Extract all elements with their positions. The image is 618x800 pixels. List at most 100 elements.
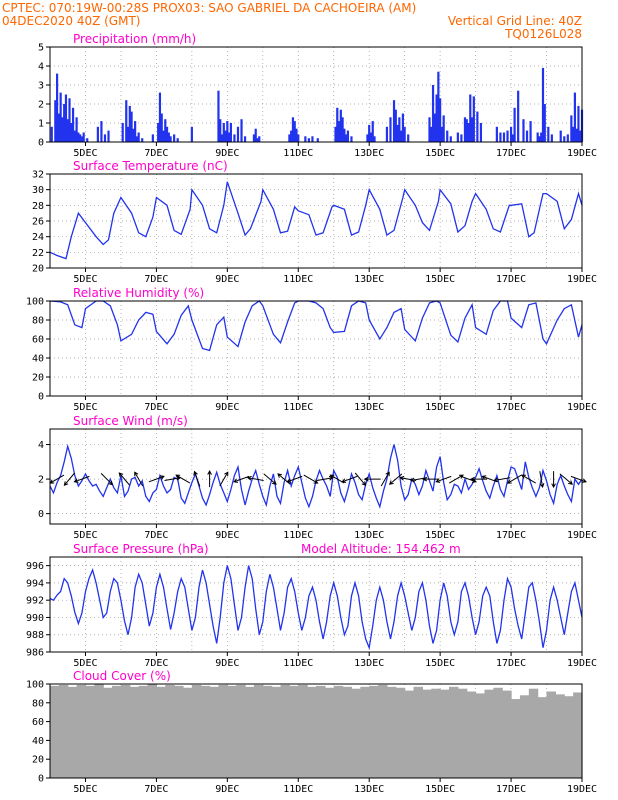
precipitation-bar	[135, 136, 138, 142]
precipitation-bar	[389, 117, 392, 142]
cloud-cover-ytick-label: 100	[26, 680, 44, 691]
cloud-cover-bar	[440, 689, 450, 778]
precipitation-bar	[446, 130, 449, 142]
wind-arrow	[380, 471, 390, 487]
cloud-cover-xtick-label: 17DEC	[496, 784, 526, 795]
cloud-cover-bar	[493, 687, 503, 778]
precipitation-bar	[476, 111, 479, 142]
precipitation-bar	[470, 117, 474, 142]
cloud-cover-bar	[138, 685, 149, 778]
cloud-cover-bar	[147, 684, 157, 778]
wind-xtick-label: 19DEC	[567, 530, 597, 541]
precipitation-bar	[540, 132, 543, 142]
cloud-cover-xtick-label: 7DEC	[144, 784, 168, 795]
precipitation-ytick-label: 3	[38, 81, 44, 92]
precipitation-bar	[86, 138, 89, 142]
temperature-ytick-label: 28	[32, 201, 44, 212]
precipitation-bar	[229, 123, 232, 142]
precipitation-bar	[403, 126, 406, 142]
precipitation-bar	[316, 138, 319, 142]
precipitation-bar	[254, 128, 257, 142]
precipitation-bar	[559, 130, 562, 142]
temperature-title: Surface Temperature (nC)	[73, 159, 228, 173]
precipitation-bar	[134, 121, 137, 142]
precipitation-bar	[369, 132, 373, 142]
wind-line	[49, 443, 583, 509]
precipitation-ytick-label: 1	[38, 119, 44, 130]
wind-ytick-label: 4	[38, 440, 44, 451]
precipitation-bar	[572, 126, 575, 142]
header-code: TQ0126L028	[504, 27, 582, 41]
precipitation-ytick-label: 0	[38, 138, 44, 149]
cloud-cover-bar	[466, 691, 477, 778]
header-grid-note: Vertical Grid Line: 40Z	[448, 14, 582, 28]
wind-arrow	[134, 471, 144, 487]
precipitation-xtick-label: 19DEC	[567, 148, 597, 159]
precipitation-bar	[80, 136, 84, 142]
pressure-xtick-label: 19DEC	[567, 658, 597, 669]
precipitation-bar	[573, 92, 577, 142]
wind-arrow	[73, 475, 90, 483]
precipitation-bar	[373, 136, 376, 142]
cloud-cover-bar	[324, 687, 335, 778]
precipitation-bar	[158, 92, 162, 142]
precipitation-bar	[467, 123, 470, 142]
precipitation-bar	[547, 126, 550, 142]
precipitation-bar	[563, 136, 566, 142]
cloud-cover-bar	[360, 686, 370, 778]
cloud-cover-bar	[413, 686, 423, 778]
cloud-cover-bar	[209, 686, 220, 778]
temperature-ytick-label: 30	[32, 185, 44, 196]
wind-arrow	[559, 473, 574, 485]
wind-arrow	[118, 472, 130, 486]
wind-arrow	[286, 475, 303, 483]
wind-arrow	[448, 474, 464, 484]
precipitation-bar	[337, 121, 341, 142]
precipitation-bar	[50, 126, 53, 142]
humidity-title: Relative Humidity (%)	[73, 286, 204, 300]
precipitation-bar	[176, 138, 179, 142]
precipitation-bar	[437, 71, 440, 142]
precipitation-bar	[75, 117, 78, 142]
cloud-cover-bar	[449, 686, 459, 778]
cloud-cover-bar	[50, 685, 60, 778]
cloud-cover-bar	[174, 685, 184, 778]
precipitation-bar	[217, 90, 220, 142]
precipitation-bar	[57, 113, 60, 142]
pressure-ytick-label: 986	[26, 648, 44, 659]
wind-arrow	[388, 473, 403, 485]
pressure-xtick-label: 5DEC	[73, 658, 97, 669]
precipitation-xtick-label: 9DEC	[215, 148, 239, 159]
cloud-cover-ytick-label: 80	[32, 698, 44, 709]
precipitation-bar	[169, 136, 172, 142]
pressure-xtick-label: 11DEC	[283, 658, 313, 669]
temperature-xtick-label: 5DEC	[73, 274, 97, 285]
precipitation-bar	[428, 117, 431, 142]
wind-title: Surface Wind (m/s)	[73, 414, 188, 428]
precipitation-bar	[472, 96, 475, 142]
wind-frame	[49, 428, 583, 525]
precipitation-bar	[511, 134, 514, 142]
humidity-ytick-label: 80	[32, 316, 44, 327]
temperature-xtick-label: 19DEC	[567, 274, 597, 285]
wind-arrow	[506, 474, 522, 484]
temperature-xtick-label: 9DEC	[215, 274, 239, 285]
humidity-ytick-label: 40	[32, 354, 44, 365]
precipitation-bar	[224, 130, 227, 142]
cloud-cover-bar	[183, 687, 193, 778]
wind-xtick-label: 15DEC	[425, 530, 455, 541]
wind-arrow	[233, 475, 250, 483]
pressure-xtick-label: 17DEC	[496, 658, 526, 669]
precipitation-bar	[291, 117, 295, 142]
wind-arrow	[175, 474, 191, 484]
precipitation-bar	[233, 134, 236, 142]
precipitation-bar	[346, 130, 350, 142]
panels-group: 0 1 2 3 4 5 5DEC 7DEC 9DEC 11DEC 13DEC 15DEC 17DEC 19…	[26, 32, 597, 795]
cloud-cover-ytick-label: 0	[38, 774, 44, 785]
precipitation-bar	[258, 136, 261, 142]
cloud-cover-bar	[484, 689, 494, 778]
wind-xtick-label: 7DEC	[144, 530, 168, 541]
pressure-ytick-label: 994	[26, 578, 44, 589]
precipitation-bar	[538, 136, 541, 142]
